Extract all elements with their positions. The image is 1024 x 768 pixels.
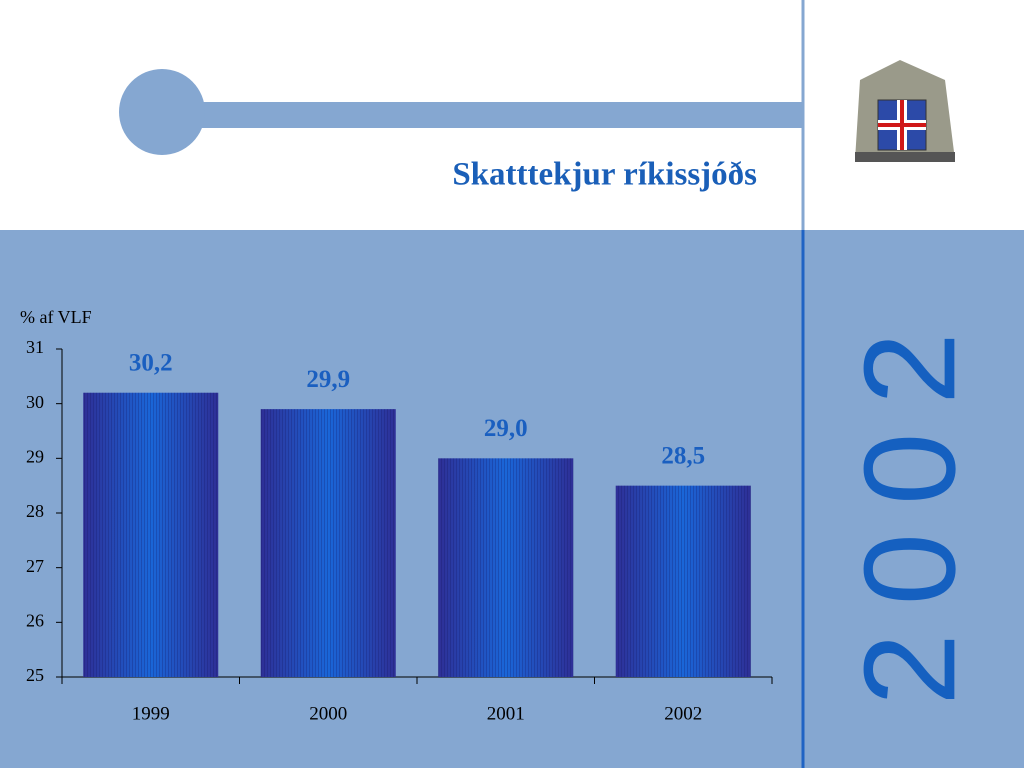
bar-texture [260,409,396,677]
header-circle [119,69,205,155]
bar-texture [83,392,219,677]
y-tick-label: 28 [26,501,44,521]
value-label: 29,9 [306,366,350,393]
x-tick-label: 1999 [132,703,170,724]
chart-title: Skatttekjur ríkissjóðs [452,157,757,193]
value-label: 29,0 [484,415,528,442]
y-tick-label: 29 [26,446,44,466]
value-label: 28,5 [661,442,705,469]
y-tick-label: 31 [26,337,44,357]
y-tick-label: 26 [26,610,44,630]
y-tick-label: 25 [26,665,44,685]
bar-texture [438,458,574,677]
coat-of-arms [855,60,955,162]
bar-texture [615,485,751,677]
x-tick-label: 2001 [487,703,525,724]
y-axis-label: % af VLF [20,307,92,327]
y-tick-label: 27 [26,556,44,576]
x-tick-label: 2000 [309,703,347,724]
year-banner: 2002 [836,304,982,705]
y-tick-label: 30 [26,392,44,412]
value-label: 30,2 [129,349,173,376]
header-bar [190,102,803,128]
x-tick-label: 2002 [664,703,702,724]
